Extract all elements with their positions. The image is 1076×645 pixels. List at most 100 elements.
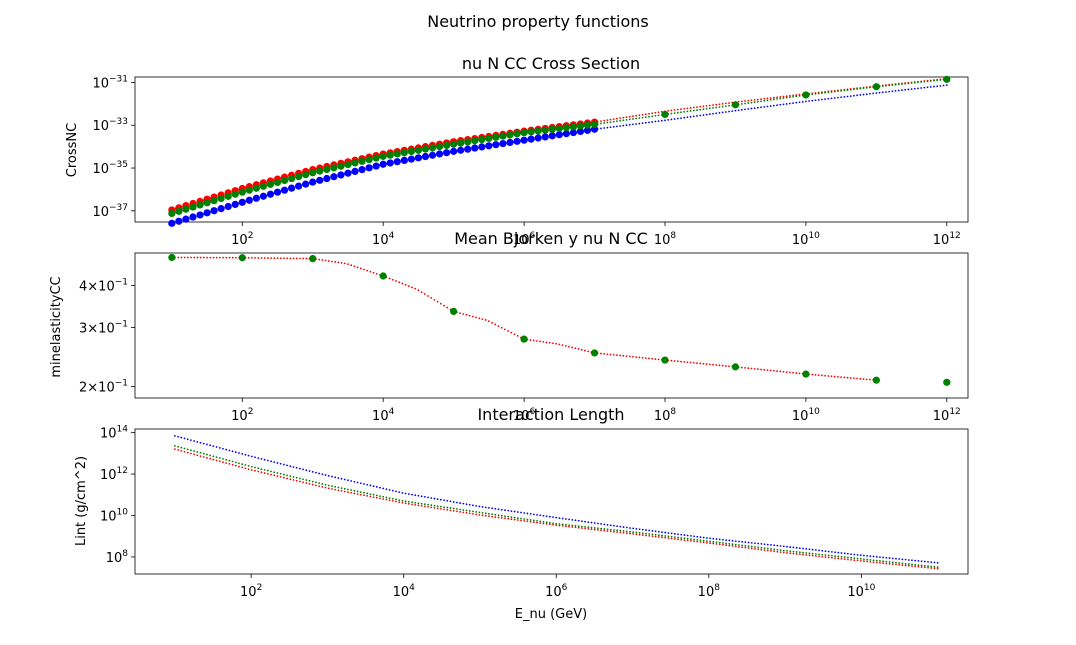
line-dot [939,79,942,81]
line-dot [667,109,670,112]
line-dot [619,525,622,528]
line-dot [292,466,295,468]
line-dot [529,519,532,521]
line-dot [327,487,330,490]
x-tick-label: 1010 [792,407,820,424]
line-dot [215,456,218,459]
line-dot [638,356,641,359]
line-dot [747,545,750,548]
data-point [309,255,317,263]
line-dot [295,257,298,260]
line-dot [327,260,330,262]
line-dot [347,491,349,494]
axes-frame [134,76,969,223]
line-dot [388,277,391,280]
line-dot [619,119,622,122]
line-dot [186,448,189,451]
line-dot [850,556,853,559]
line-dot [894,89,897,92]
line-dot [427,505,429,508]
line-dot [644,116,647,119]
line-dot [891,90,894,93]
line-dot [372,493,375,496]
line-dot [472,504,474,507]
line-dot [622,119,625,122]
x-tick-label: 106 [513,231,536,248]
line-dot [238,462,240,465]
line-dot [420,502,423,505]
data-point [457,146,465,154]
line-dot [273,474,276,477]
line-dot [779,549,782,552]
line-dot [279,462,282,465]
line-dot [340,489,343,492]
data-point [323,165,331,174]
line-dot [577,525,580,528]
line-dot [856,553,859,556]
line-dot [779,103,782,106]
line-dot [712,104,714,106]
line-dot [654,530,657,533]
line-dot [375,494,378,497]
data-point [203,209,211,217]
data-point [457,139,465,147]
line-dot [865,93,868,96]
line-dot [292,479,295,481]
line-dot [824,374,827,377]
line-dot [350,264,353,267]
line-dot [657,530,660,533]
line-dot [552,342,554,345]
line-dot [587,521,590,524]
line-dot [843,558,846,561]
line-dot [699,362,702,365]
line-dot [247,464,250,467]
line-dot [923,566,926,569]
line-dot [760,543,763,545]
line-dot [228,463,231,465]
line-dot [849,88,852,91]
line-dot [609,126,612,129]
data-point [288,174,296,183]
line-dot [686,534,689,537]
series-0 [173,434,939,564]
line-dot [180,449,183,452]
line-dot [510,510,513,513]
line-dot [840,376,843,379]
line-dot [692,106,695,109]
line-dot [318,482,321,485]
line-dot [609,528,612,531]
line-dot [699,541,702,543]
line-dot [911,563,913,566]
line-dot [404,492,407,495]
line-dot [766,549,769,552]
line-dot [760,106,762,109]
line-dot [776,104,778,107]
line-dot [654,120,657,123]
line-dot [391,497,394,500]
line-dot [190,452,192,455]
line-dot [622,354,625,357]
line-dot [581,527,583,530]
line-dot [680,108,682,111]
line-dot [766,105,769,108]
line-dot [311,480,314,483]
line-dot [895,561,897,564]
line-dot [263,468,266,471]
line-dot [616,117,618,120]
line-dot [504,517,506,520]
line-dot [756,98,759,101]
line-dot [478,513,481,516]
line-dot [664,535,667,537]
line-dot [587,527,590,530]
line-dot [917,81,919,84]
line-dot [257,257,260,259]
line-dot [417,502,420,505]
line-dot [770,544,772,546]
data-point [450,140,458,148]
line-dot [446,499,449,502]
line-dot [830,554,833,557]
line-dot [571,524,574,527]
line-dot [625,116,628,119]
data-point [527,128,535,136]
line-dot [673,536,676,539]
